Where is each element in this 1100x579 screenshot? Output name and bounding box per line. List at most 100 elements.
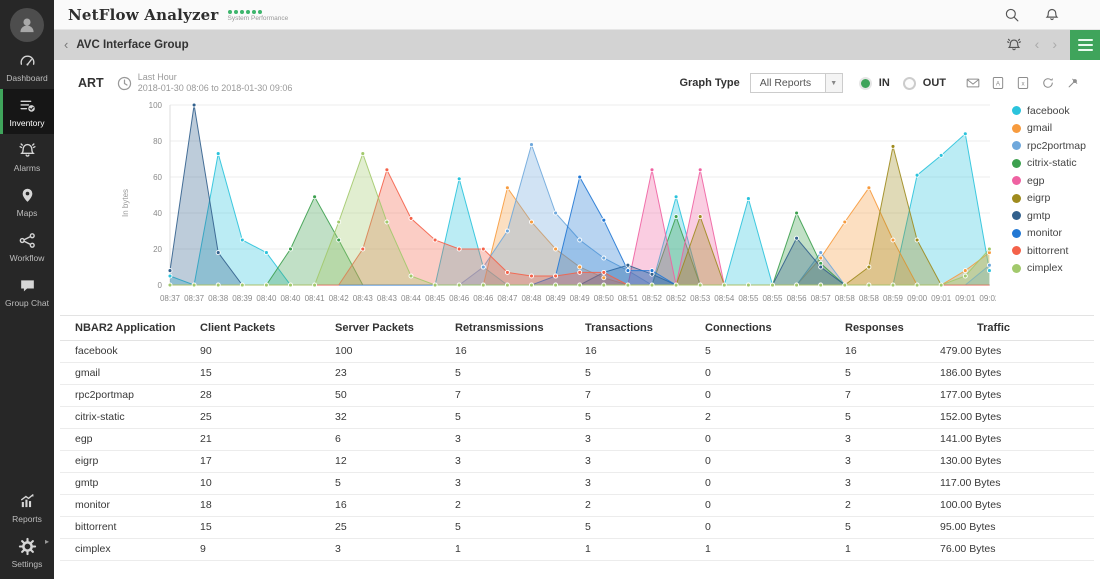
svg-text:60: 60 bbox=[153, 173, 162, 182]
table-row[interactable]: gmtp 10 5 3 3 0 3 117.00 Bytes bbox=[60, 472, 1094, 495]
svg-text:08:40: 08:40 bbox=[256, 294, 277, 303]
refresh-icon[interactable] bbox=[1041, 76, 1055, 90]
column-header[interactable]: Server Packets bbox=[320, 314, 440, 341]
pin-icon[interactable] bbox=[1066, 76, 1080, 90]
legend-item-rpc2portmap[interactable]: rpc2portmap bbox=[1012, 140, 1086, 152]
legend-dot bbox=[1012, 211, 1021, 220]
svg-text:08:52: 08:52 bbox=[666, 294, 687, 303]
table-row[interactable]: cimplex 9 3 1 1 1 1 76.00 Bytes bbox=[60, 538, 1094, 561]
sidebar-item-inventory[interactable]: Inventory bbox=[0, 89, 54, 134]
table-cell: 7 bbox=[440, 384, 570, 407]
column-header[interactable]: Client Packets bbox=[185, 314, 320, 341]
brand-dots bbox=[227, 9, 289, 14]
email-icon bbox=[966, 78, 980, 88]
out-radio[interactable] bbox=[902, 76, 916, 90]
legend-item-bittorrent[interactable]: bittorrent bbox=[1012, 245, 1086, 257]
person-icon bbox=[20, 18, 34, 33]
svg-text:08:37: 08:37 bbox=[184, 294, 205, 303]
column-header[interactable]: Connections bbox=[690, 314, 830, 341]
search-icon[interactable] bbox=[1004, 7, 1020, 23]
sidebar-item-label: Group Chat bbox=[5, 298, 49, 308]
svg-text:08:41: 08:41 bbox=[305, 294, 326, 303]
sidebar-item-alarms[interactable]: Alarms bbox=[0, 134, 54, 179]
table-row[interactable]: bittorrent 15 25 5 5 0 5 95.00 Bytes bbox=[60, 516, 1094, 539]
inventory-icon bbox=[19, 100, 35, 112]
avatar[interactable] bbox=[10, 8, 44, 42]
prev-chevron-icon[interactable]: ‹ bbox=[1034, 36, 1040, 52]
legend-dot bbox=[1012, 106, 1021, 115]
reports-icon bbox=[20, 494, 34, 508]
svg-text:08:57: 08:57 bbox=[811, 294, 832, 303]
legend-item-gmtp[interactable]: gmtp bbox=[1012, 210, 1086, 222]
hamburger-menu-button[interactable] bbox=[1070, 30, 1100, 60]
sidebar-item-group-chat[interactable]: Group Chat bbox=[0, 269, 54, 314]
column-header[interactable]: Traffic bbox=[925, 314, 1094, 341]
alarm-bell-icon bbox=[18, 143, 36, 157]
legend-item-cimplex[interactable]: cimplex bbox=[1012, 262, 1086, 274]
top-header: NetFlow Analyzer System Performance bbox=[54, 0, 1100, 30]
sidebar-item-maps[interactable]: Maps bbox=[0, 179, 54, 224]
svg-text:08:49: 08:49 bbox=[570, 294, 591, 303]
table-cell: 5 bbox=[440, 362, 570, 385]
workflow-icon bbox=[19, 233, 35, 248]
graph-type-value: All Reports bbox=[759, 77, 812, 90]
pdf-export-icon[interactable]: A bbox=[991, 76, 1005, 90]
table-cell: 76.00 Bytes bbox=[925, 538, 1094, 561]
legend-dot bbox=[1012, 176, 1021, 185]
table-cell: cimplex bbox=[60, 538, 185, 561]
svg-text:80: 80 bbox=[153, 137, 162, 146]
table-row[interactable]: egp 21 6 3 3 0 3 141.00 Bytes bbox=[60, 428, 1094, 451]
svg-text:08:39: 08:39 bbox=[232, 294, 253, 303]
chevron-down-icon: ▼ bbox=[824, 74, 842, 93]
column-header[interactable]: Transactions bbox=[570, 314, 690, 341]
period-label: Last Hour bbox=[137, 72, 177, 82]
sidebar-item-workflow[interactable]: Workflow bbox=[0, 224, 54, 269]
in-radio[interactable] bbox=[858, 76, 872, 90]
legend-item-eigrp[interactable]: eigrp bbox=[1012, 192, 1086, 204]
svg-text:08:42: 08:42 bbox=[329, 294, 350, 303]
svg-text:08:45: 08:45 bbox=[425, 294, 446, 303]
column-header[interactable]: Retransmissions bbox=[440, 314, 570, 341]
table-cell: 177.00 Bytes bbox=[925, 384, 1094, 407]
bell-icon[interactable] bbox=[1044, 7, 1060, 23]
next-chevron-icon[interactable]: › bbox=[1052, 36, 1057, 52]
table-row[interactable]: monitor 18 16 2 2 0 2 100.00 Bytes bbox=[60, 494, 1094, 517]
table-cell: 152.00 Bytes bbox=[925, 406, 1094, 429]
table-cell: 5 bbox=[570, 516, 690, 539]
table-cell: 21 bbox=[185, 428, 320, 451]
table-row[interactable]: facebook 90 100 16 16 5 16 479.00 Bytes bbox=[60, 340, 1094, 363]
legend-item-facebook[interactable]: facebook bbox=[1012, 105, 1086, 117]
table-row[interactable]: rpc2portmap 28 50 7 7 0 7 177.00 Bytes bbox=[60, 384, 1094, 407]
sidebar-item-reports[interactable]: Reports bbox=[0, 485, 54, 530]
table-cell: 0 bbox=[690, 362, 830, 385]
legend-label: facebook bbox=[1027, 104, 1070, 117]
sidebar-item-settings[interactable]: Settings ▸ bbox=[0, 530, 54, 575]
table-row[interactable]: eigrp 17 12 3 3 0 3 130.00 Bytes bbox=[60, 450, 1094, 473]
table-row[interactable]: citrix-static 25 32 5 5 2 5 152.00 Bytes bbox=[60, 406, 1094, 429]
svg-text:08:43: 08:43 bbox=[377, 294, 398, 303]
legend-item-citrix-static[interactable]: citrix-static bbox=[1012, 157, 1086, 169]
legend-item-monitor[interactable]: monitor bbox=[1012, 227, 1086, 239]
email-icon[interactable] bbox=[966, 76, 980, 90]
svg-text:20: 20 bbox=[153, 245, 162, 254]
table-cell: 7 bbox=[570, 384, 690, 407]
table-row[interactable]: gmail 15 23 5 5 0 5 186.00 Bytes bbox=[60, 362, 1094, 385]
chart-legend: facebook gmail rpc2portmap citrix-static egp… bbox=[996, 99, 1086, 311]
time-period[interactable]: Last Hour 2018-01-30 08:06 to 2018-01-30… bbox=[116, 72, 292, 95]
svg-text:08:54: 08:54 bbox=[714, 294, 735, 303]
table-cell: 3 bbox=[440, 450, 570, 473]
svg-text:08:49: 08:49 bbox=[546, 294, 567, 303]
sidebar-item-dashboard[interactable]: Dashboard bbox=[0, 44, 54, 89]
legend-dot bbox=[1012, 193, 1021, 203]
legend-dot bbox=[1012, 246, 1021, 255]
excel-export-icon[interactable]: x bbox=[1016, 76, 1030, 90]
breadcrumb-title: AVC Interface Group bbox=[76, 39, 189, 51]
notification-bell-icon[interactable] bbox=[1006, 37, 1022, 53]
graph-type-select[interactable]: All Reports ▼ bbox=[749, 73, 843, 94]
legend-item-egp[interactable]: egp bbox=[1012, 175, 1086, 187]
legend-item-gmail[interactable]: gmail bbox=[1012, 122, 1086, 134]
column-header[interactable]: Responses bbox=[830, 314, 925, 341]
back-chevron-icon[interactable]: ‹ bbox=[64, 36, 69, 52]
column-header[interactable]: NBAR2 Application bbox=[60, 314, 185, 341]
